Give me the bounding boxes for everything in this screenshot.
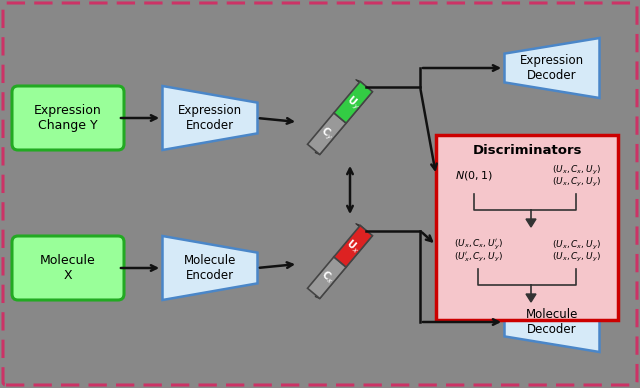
Polygon shape xyxy=(356,223,372,236)
Polygon shape xyxy=(342,90,372,123)
Text: Expression
Change Y: Expression Change Y xyxy=(34,104,102,132)
Text: U$_x$: U$_x$ xyxy=(343,237,363,256)
Polygon shape xyxy=(307,113,346,154)
Text: $N(0,1)$: $N(0,1)$ xyxy=(455,170,493,182)
Polygon shape xyxy=(504,292,600,352)
Polygon shape xyxy=(334,225,372,267)
FancyBboxPatch shape xyxy=(12,236,124,300)
Text: U$_y$: U$_y$ xyxy=(343,93,363,113)
Text: Discriminators: Discriminators xyxy=(472,144,582,158)
Polygon shape xyxy=(334,81,372,123)
Text: $(U_x,C_y,U_y)$: $(U_x,C_y,U_y)$ xyxy=(552,250,600,263)
FancyBboxPatch shape xyxy=(3,3,637,385)
Polygon shape xyxy=(315,121,346,154)
Text: C$_x$: C$_x$ xyxy=(317,268,337,287)
Text: Molecule
Decoder: Molecule Decoder xyxy=(526,308,578,336)
Text: $(U_x,C_x,U_y)$: $(U_x,C_x,U_y)$ xyxy=(552,163,600,177)
Polygon shape xyxy=(163,86,257,150)
Bar xyxy=(436,135,618,320)
Polygon shape xyxy=(315,265,346,298)
Text: $(U_x,C_y,U_y)$: $(U_x,C_y,U_y)$ xyxy=(552,175,600,189)
Polygon shape xyxy=(504,38,600,98)
Text: Expression
Encoder: Expression Encoder xyxy=(178,104,242,132)
Polygon shape xyxy=(342,234,372,267)
Text: $(U_x,C_x,U_y^{\prime})$: $(U_x,C_x,U_y^{\prime})$ xyxy=(454,238,502,252)
Text: Molecule
X: Molecule X xyxy=(40,254,96,282)
Polygon shape xyxy=(526,294,536,302)
Polygon shape xyxy=(307,257,346,298)
FancyBboxPatch shape xyxy=(12,86,124,150)
Text: Expression
Decoder: Expression Decoder xyxy=(520,54,584,82)
Text: C$_y$: C$_y$ xyxy=(317,123,337,143)
Text: Molecule
Encoder: Molecule Encoder xyxy=(184,254,236,282)
Text: $(U_x,C_x,U_y)$: $(U_x,C_x,U_y)$ xyxy=(552,239,600,251)
Polygon shape xyxy=(163,236,257,300)
Text: $(U_x^{\prime},C_y,U_y)$: $(U_x^{\prime},C_y,U_y)$ xyxy=(454,250,502,263)
Polygon shape xyxy=(526,219,536,227)
Polygon shape xyxy=(356,80,372,92)
